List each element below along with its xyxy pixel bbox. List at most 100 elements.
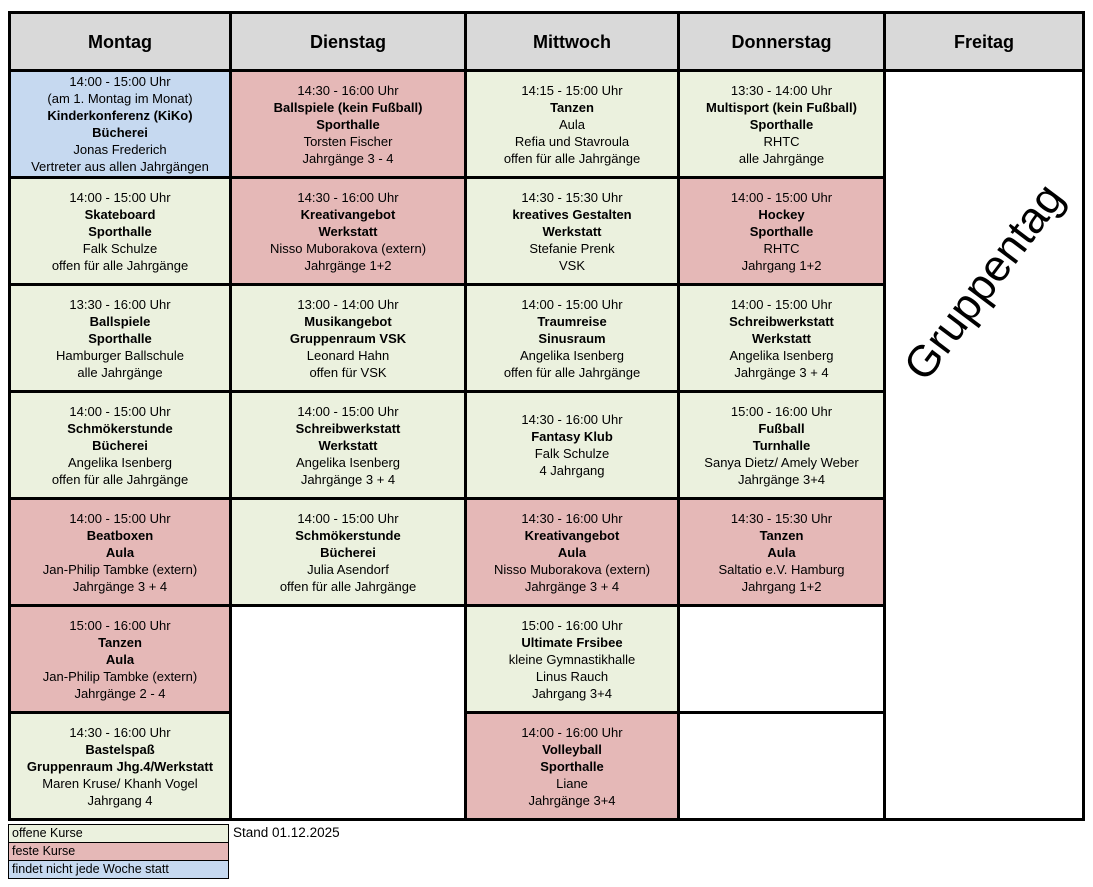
course-cell-line: 14:00 - 15:00 Uhr	[730, 296, 833, 312]
course-cell-line: Tanzen	[550, 99, 594, 115]
course-cell-line: 14:00 - 15:00 Uhr	[297, 403, 399, 419]
course-cell-line: Jahrgänge 3 + 4	[734, 364, 829, 380]
course-cell-line: Gruppenraum VSK	[289, 330, 407, 346]
course-cell-line: RHTC	[763, 240, 800, 256]
stand-label: Stand 01.12.2025	[233, 825, 340, 840]
course-cell-line: 14:00 - 15:00 Uhr	[69, 510, 171, 526]
course-cell-line: Jahrgänge 3+4	[528, 792, 616, 808]
course-cell-donnerstag-7	[680, 714, 883, 818]
course-cell-line: alle Jahrgänge	[738, 150, 825, 166]
course-cell-line: 14:30 - 16:00 Uhr	[521, 510, 623, 526]
course-cell-line: Nisso Muborakova (extern)	[269, 240, 427, 256]
course-cell-line: 14:30 - 15:30 Uhr	[521, 189, 623, 205]
legend-item-not-every-week: findet nicht jede Woche statt	[8, 860, 229, 879]
course-cell-line: Sinusraum	[538, 330, 606, 346]
course-cell-mittwoch-3: 14:00 - 15:00 Uhr Traumreise Sinusraum Ange…	[467, 286, 677, 390]
course-cell-donnerstag-4: 15:00 - 16:00 Uhr Fußball Turnhalle Sanya D…	[680, 393, 883, 497]
course-cell-line: offen für VSK	[309, 364, 387, 380]
course-cell-montag-6: 15:00 - 16:00 Uhr Tanzen Aula Jan-Philip Ta…	[11, 607, 229, 711]
course-cell-line: VSK	[558, 257, 585, 273]
course-cell-mittwoch-7: 14:00 - 16:00 Uhr Volleyball Sporthalle Lia…	[467, 714, 677, 818]
course-cell-line: Beatboxen	[86, 527, 154, 543]
course-cell-mittwoch-2: 14:30 - 15:30 Uhr kreatives Gestalten Werk…	[467, 179, 677, 283]
course-cell-line: Angelika Isenberg	[729, 347, 834, 363]
legend-item-open-courses: offene Kurse	[8, 824, 229, 843]
course-cell-line: Fantasy Klub	[531, 429, 613, 444]
course-cell-line: 14:15 - 15:00 Uhr	[521, 82, 623, 98]
course-cell-line: Ballspiele (kein Fußball)	[273, 99, 423, 115]
course-cell-line: Schmökerstunde	[295, 527, 401, 543]
course-cell-line: Jahrgang 1+2	[741, 257, 822, 273]
course-cell-montag-3: 13:30 - 16:00 Uhr Ballspiele Sporthalle Ham…	[11, 286, 229, 390]
course-cell-dienstag-1: 14:30 - 16:00 Uhr Ballspiele (kein Fußbal…	[232, 72, 464, 176]
course-cell-line: 13:30 - 16:00 Uhr	[69, 296, 171, 312]
course-cell-line: 14:00 - 16:00 Uhr	[521, 724, 623, 740]
course-cell-montag-1: 14:00 - 15:00 Uhr (am 1. Montag im Monat)…	[11, 72, 229, 176]
course-cell-line: Jahrgänge 2 - 4	[74, 685, 166, 701]
course-cell-line: Falk Schulze	[534, 446, 610, 461]
course-cell-line: Refia und Stavroula	[514, 133, 630, 149]
course-cell-line: Aula	[105, 651, 135, 667]
course-cell-line: Hockey	[758, 206, 805, 222]
course-cell-line: kleine Gymnastikhalle	[508, 651, 636, 667]
course-cell-line: 14:00 - 15:00 Uhr	[730, 189, 833, 205]
course-cell-line: 14:30 - 16:00 Uhr	[69, 724, 171, 740]
course-cell-line: Kreativangebot	[300, 206, 396, 222]
course-cell-line: Tanzen	[98, 634, 142, 650]
course-cell-mittwoch-4: 14:30 - 16:00 Uhr Fantasy Klub Falk Schulz…	[467, 393, 677, 497]
course-cell-line: Maren Kruse/ Khanh Vogel	[42, 775, 198, 791]
course-cell-line: Ultimate Frsibee	[521, 634, 623, 650]
course-cell-line: Julia Asendorf	[307, 561, 389, 577]
course-cell-line: Bücherei	[320, 544, 376, 560]
course-cell-line: Angelika Isenberg	[295, 454, 401, 470]
course-cell-line: Werkstatt	[542, 223, 602, 239]
day-header-dienstag: Dienstag	[232, 14, 464, 69]
day-header-mittwoch: Mittwoch	[467, 14, 677, 69]
course-cell-line: Werkstatt	[751, 330, 811, 346]
course-cell-line: Skateboard	[84, 206, 156, 222]
course-cell-line: Jonas Frederich	[73, 142, 167, 157]
course-cell-line: Hamburger Ballschule	[56, 347, 184, 363]
course-cell-line: Kreativangebot	[524, 527, 620, 543]
course-cell-line: Aula	[105, 544, 135, 560]
course-cell-line: Bücherei	[92, 125, 148, 140]
course-cell-line: Aula	[767, 544, 796, 560]
course-cell-line: Werkstatt	[318, 223, 378, 239]
course-cell-line: Traumreise	[537, 313, 607, 329]
course-cell-line: 14:30 - 16:00 Uhr	[297, 189, 399, 205]
course-cell-line: Jahrgang 3+4	[532, 685, 612, 701]
legend: offene Kurse feste Kurse findet nicht jede…	[8, 824, 229, 879]
course-cell-line: Sporthalle	[749, 223, 814, 239]
course-cell-line: Jahrgänge 3+4	[737, 471, 826, 487]
course-cell-dienstag-2: 14:30 - 16:00 Uhr Kreativangebot Werkstatt…	[232, 179, 464, 283]
legend-item-fixed-courses: feste Kurse	[8, 842, 229, 861]
course-cell-line: Nisso Muborakova (extern)	[493, 561, 651, 577]
course-cell-line: Jan-Philip Tambke (extern)	[42, 561, 198, 577]
course-cell-line: 13:00 - 14:00 Uhr	[297, 296, 399, 312]
course-cell-line: 15:00 - 16:00 Uhr	[69, 617, 171, 633]
course-cell-line: Stefanie Prenk	[529, 240, 615, 256]
course-cell-montag-5: 14:00 - 15:00 Uhr Beatboxen Aula Jan-Philip…	[11, 500, 229, 604]
course-cell-line: 4 Jahrgang	[539, 463, 605, 478]
course-cell-line: Kinderkonferenz (KiKo)	[47, 108, 193, 123]
course-cell-line: Liane	[556, 775, 588, 791]
course-cell-line: 14:00 - 15:00 Uhr	[521, 296, 623, 312]
course-cell-dienstag-5: 14:00 - 15:00 Uhr Schmökerstunde Bücherei J…	[232, 500, 464, 604]
course-cell-line: 15:00 - 16:00 Uhr	[521, 617, 623, 633]
course-cell-line: 14:00 - 15:00 Uhr	[297, 510, 399, 526]
course-cell-line: 14:30 - 16:00 Uhr	[521, 412, 623, 427]
course-cell-line: RHTC	[763, 133, 800, 149]
course-cell-line: Sporthalle	[88, 330, 152, 346]
course-cell-donnerstag-5: 14:30 - 15:30 Uhr Tanzen Aula Saltatio e.V.…	[680, 500, 883, 604]
course-cell-line: kreatives Gestalten	[512, 206, 632, 222]
course-cell-line: Jahrgänge 1+2	[304, 257, 392, 273]
day-header-freitag: Freitag	[886, 14, 1082, 69]
course-cell-line: Leonard Hahn	[306, 347, 390, 363]
course-cell-line: Jan-Philip Tambke (extern)	[42, 668, 198, 684]
course-cell-line: Vertreter aus allen Jahrgängen	[31, 159, 209, 174]
course-cell-line: offen für alle Jahrgänge	[503, 150, 641, 166]
course-cell-line: Musikangebot	[304, 313, 392, 329]
course-cell-line: Gruppenraum Jhg.4/Werkstatt	[26, 758, 214, 774]
course-cell-line: 14:00 - 15:00 Uhr	[69, 403, 171, 419]
course-cell-line: offen für alle Jahrgänge	[51, 471, 189, 487]
